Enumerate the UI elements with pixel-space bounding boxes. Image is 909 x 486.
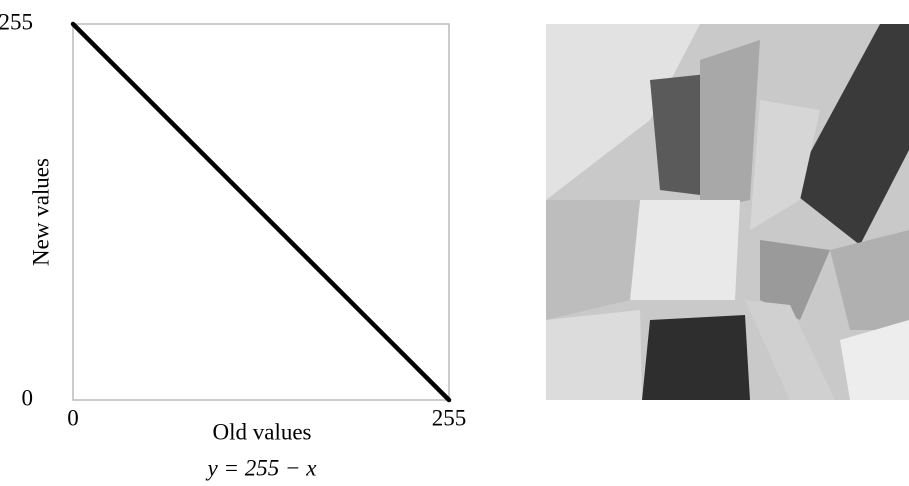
line bbox=[70, 21, 452, 403]
block bbox=[830, 230, 909, 330]
caption: y = 255 − x bbox=[206, 455, 318, 480]
block bbox=[750, 100, 820, 230]
block bbox=[630, 200, 740, 300]
block bbox=[760, 240, 830, 320]
x-tick-label: 0 bbox=[67, 405, 79, 430]
block bbox=[546, 200, 640, 320]
block bbox=[745, 300, 835, 400]
plot-frame bbox=[72, 23, 450, 401]
block bbox=[840, 320, 909, 400]
y-tick-label: 0 bbox=[22, 385, 34, 410]
block bbox=[546, 310, 642, 400]
y-axis-label: New values bbox=[28, 158, 53, 266]
block bbox=[642, 315, 750, 400]
y-tick-label: 255 bbox=[0, 9, 33, 34]
block bbox=[790, 24, 909, 245]
x-tick-label: 255 bbox=[432, 405, 467, 430]
x-axis-label: Old values bbox=[212, 419, 311, 444]
block bbox=[700, 40, 760, 210]
photo bbox=[546, 24, 909, 400]
block bbox=[546, 24, 700, 200]
